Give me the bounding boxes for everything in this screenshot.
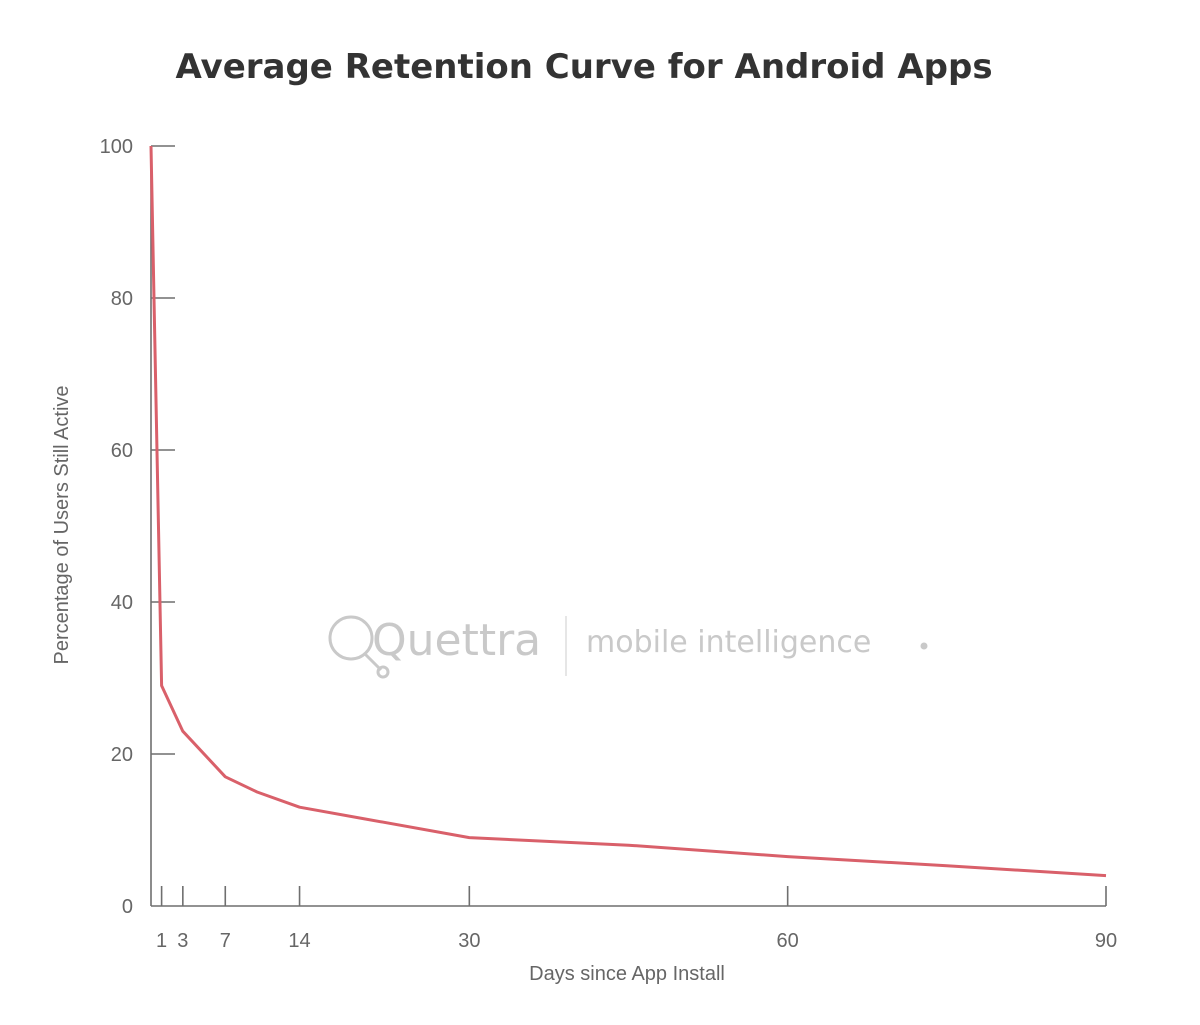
chart-title: Average Retention Curve for Android Apps [175, 47, 992, 87]
y-tick-label: 100 [100, 136, 133, 158]
y-axis: 0 20 40 60 80 100 [100, 136, 175, 918]
quettra-logo-icon [328, 615, 390, 679]
x-tick-label: 60 [777, 930, 799, 952]
x-axis-label: Days since App Install [529, 963, 725, 985]
y-tick-label: 20 [111, 744, 133, 766]
x-tick-label: 7 [220, 930, 231, 952]
x-axis: 1 3 7 14 30 60 90 [151, 886, 1117, 952]
watermark-dot [920, 642, 928, 650]
y-tick-label: 40 [111, 592, 133, 614]
x-tick-label: 3 [177, 930, 188, 952]
quettra-watermark: Quettra mobile intelligence [328, 615, 928, 679]
watermark-tagline: mobile intelligence [586, 625, 871, 660]
y-tick-label: 0 [122, 896, 133, 918]
x-tick-label: 14 [288, 930, 310, 952]
x-tick-label: 1 [156, 930, 167, 952]
series-group [149, 145, 1107, 878]
series-line [149, 145, 1107, 878]
x-tick-label: 30 [458, 930, 480, 952]
y-tick-label: 80 [111, 288, 133, 310]
y-tick-label: 60 [111, 440, 133, 462]
y-axis-label: Percentage of Users Still Active [51, 385, 73, 664]
watermark-brand: Quettra [372, 615, 541, 666]
x-tick-label: 90 [1095, 930, 1117, 952]
